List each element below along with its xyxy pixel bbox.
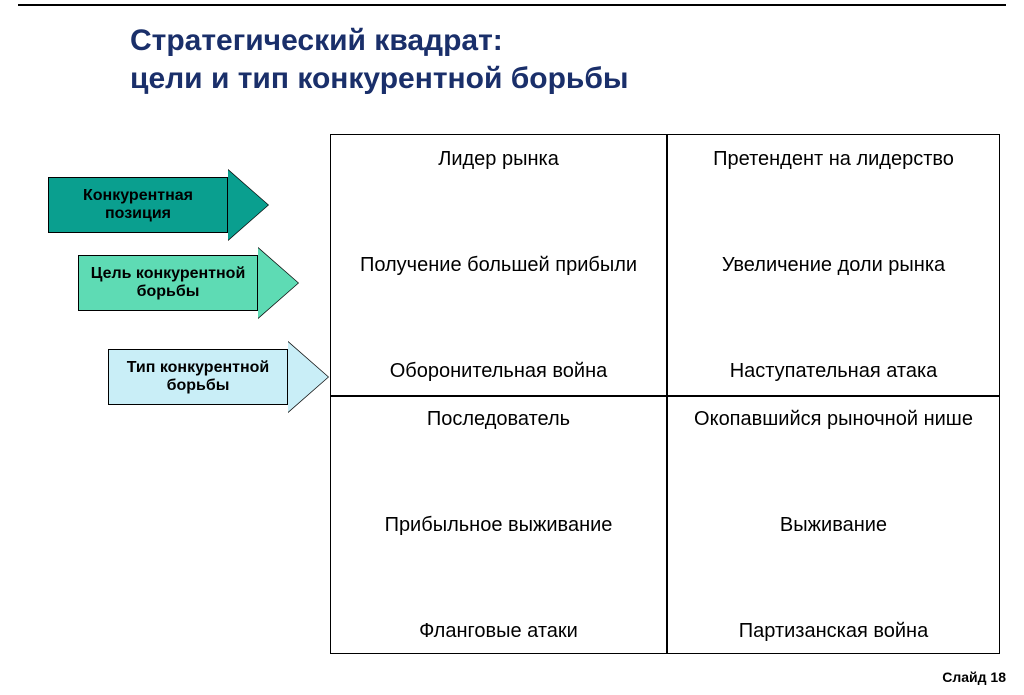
cell-position: Окопавшийся рыночной нише <box>680 407 987 431</box>
cell-type: Наступательная атака <box>680 359 987 383</box>
legend-arrow-head <box>228 170 268 240</box>
legend-arrow-head <box>288 342 328 412</box>
cell-position: Последователь <box>345 407 652 431</box>
legend-arrow-0: Конкурентная позиция <box>48 170 328 240</box>
legend-arrow-2: Тип конкурентной борьбы <box>48 342 328 412</box>
strategy-grid: Лидер рынка Получение большей прибыли Обор… <box>330 134 1000 654</box>
title-line-2: цели и тип конкурентной борьбы <box>130 60 994 98</box>
title-separator <box>18 4 1006 6</box>
slide-number: Слайд 18 <box>942 669 1006 685</box>
cell-goal: Выживание <box>680 513 987 537</box>
legend-arrow-body: Конкурентная позиция <box>48 177 228 233</box>
footer-number: 18 <box>990 669 1006 685</box>
cell-type: Оборонительная война <box>345 359 652 383</box>
cell-goal: Увеличение доли рынка <box>680 253 987 277</box>
cell-type: Партизанская война <box>680 619 987 643</box>
footer-label: Слайд <box>942 669 986 685</box>
title-line-1: Стратегический квадрат: <box>130 22 994 60</box>
legend-arrow-body: Цель конкурентной борьбы <box>78 255 258 311</box>
grid-cell-0-1: Претендент на лидерство Увеличение доли р… <box>666 135 1001 395</box>
grid-cell-1-1: Окопавшийся рыночной нише Выживание Партиз… <box>666 395 1001 655</box>
cell-position: Лидер рынка <box>345 147 652 171</box>
legend-arrow-1: Цель конкурентной борьбы <box>48 248 328 318</box>
grid-cell-1-0: Последователь Прибыльное выживание Флангов… <box>331 395 666 655</box>
grid-cell-0-0: Лидер рынка Получение большей прибыли Обор… <box>331 135 666 395</box>
cell-goal: Прибыльное выживание <box>345 513 652 537</box>
cell-type: Фланговые атаки <box>345 619 652 643</box>
legend-arrow-head <box>258 248 298 318</box>
cell-position: Претендент на лидерство <box>680 147 987 171</box>
legend-arrow-body: Тип конкурентной борьбы <box>108 349 288 405</box>
cell-goal: Получение большей прибыли <box>345 253 652 277</box>
slide-title: Стратегический квадрат: цели и тип конку… <box>130 22 994 97</box>
